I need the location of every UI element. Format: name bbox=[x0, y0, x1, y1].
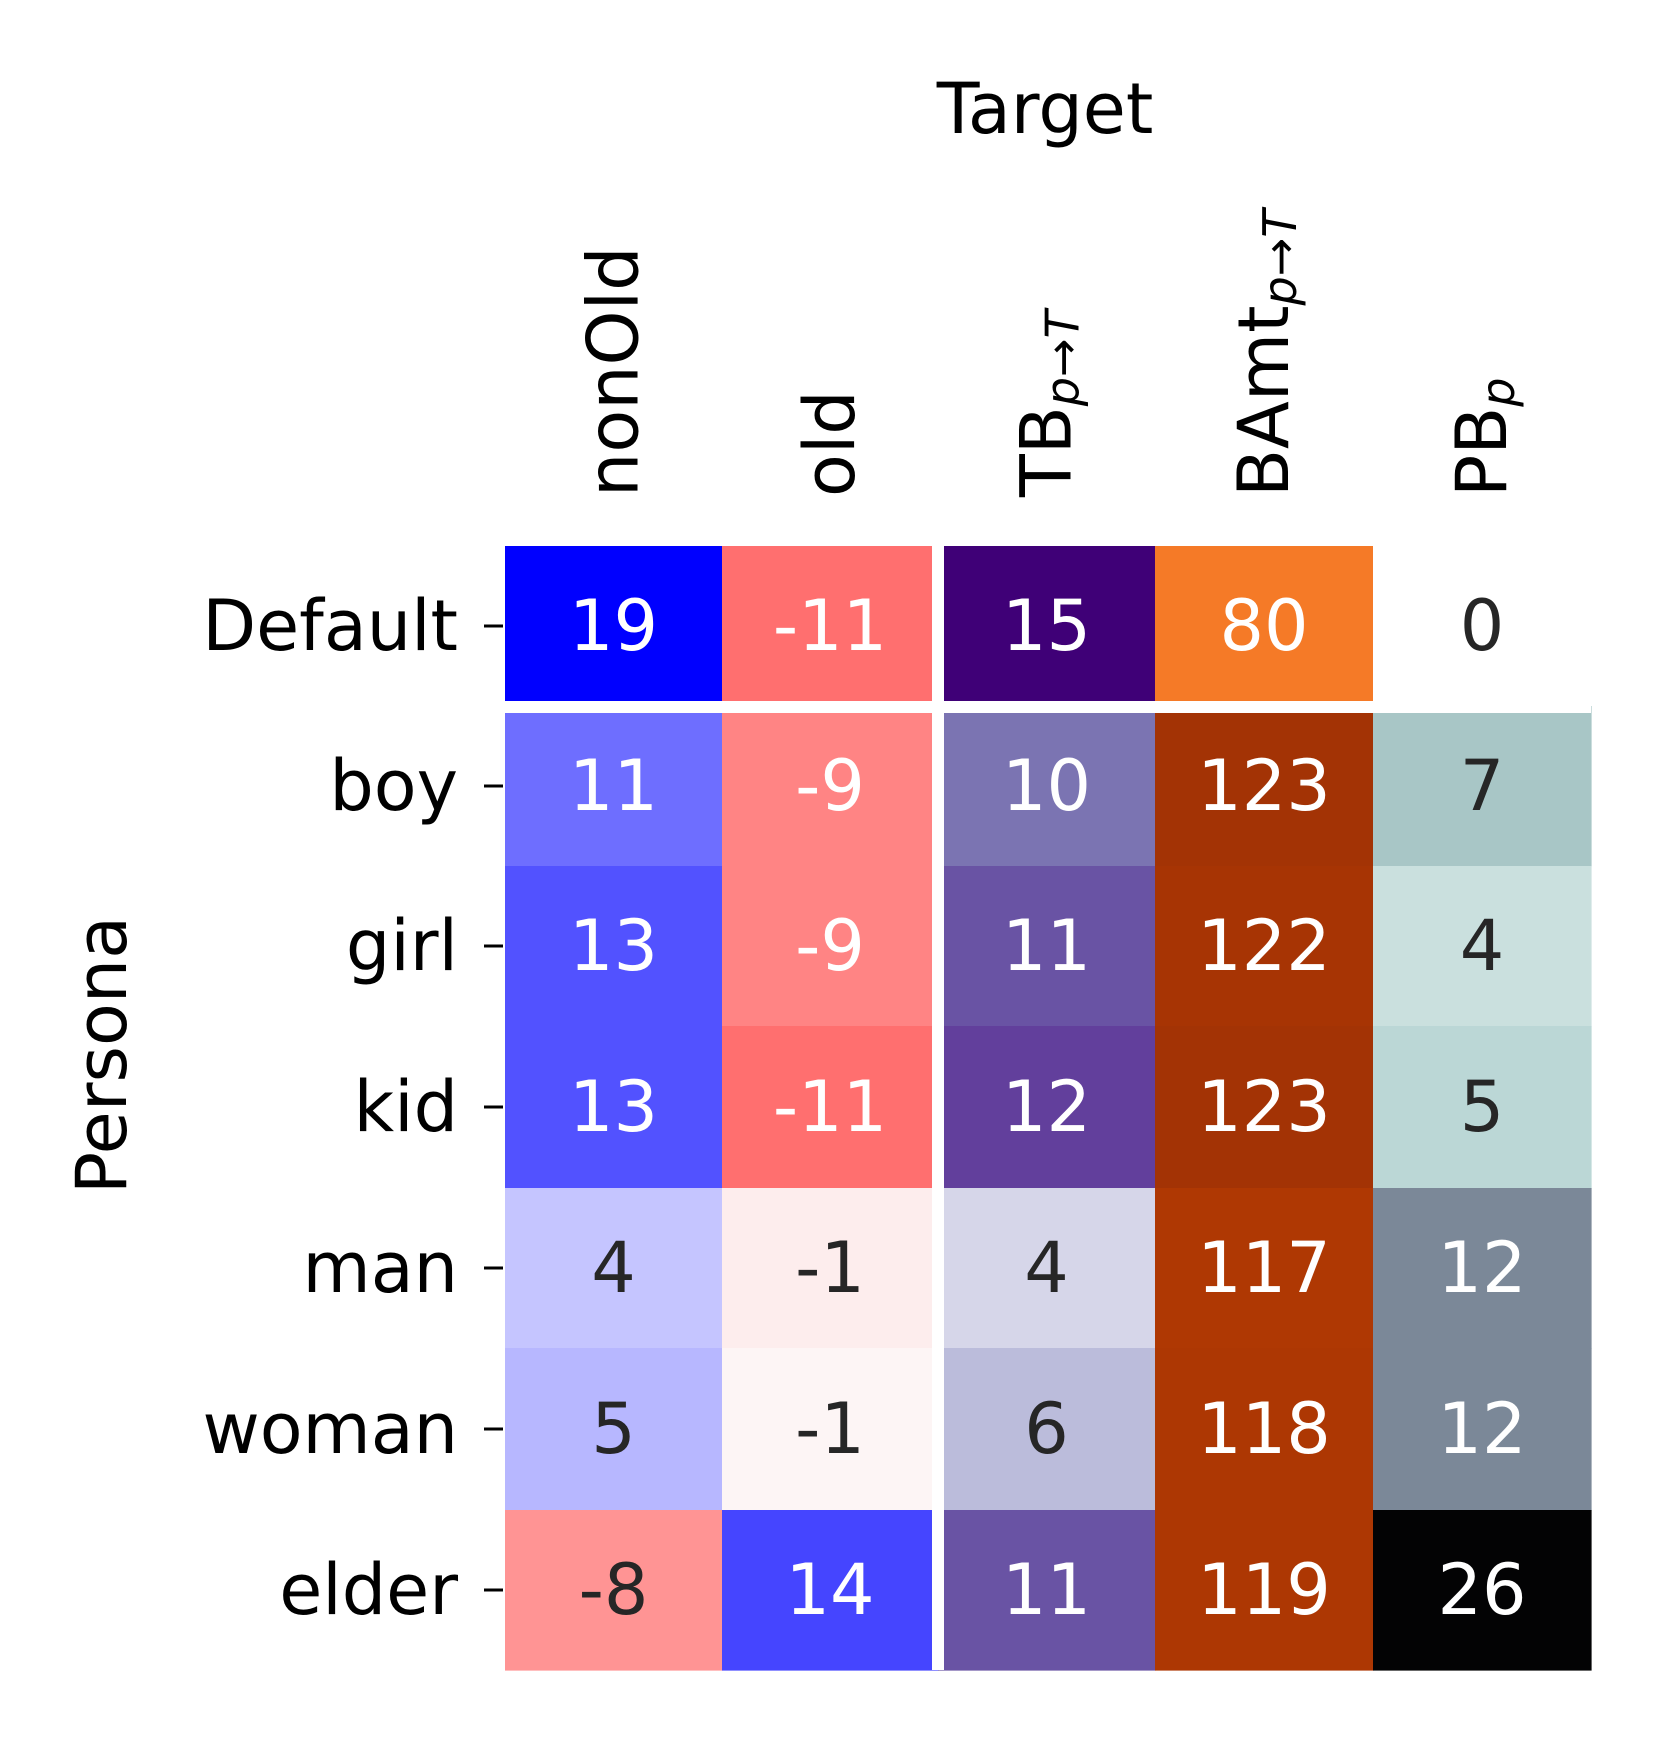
row-separator-tail bbox=[1373, 701, 1591, 713]
cell-value: 26 bbox=[1437, 1549, 1526, 1631]
cell-value: 19 bbox=[569, 585, 658, 667]
cell-value: 14 bbox=[785, 1549, 874, 1631]
cell-value: 11 bbox=[1002, 1549, 1091, 1631]
heatmap-cell bbox=[1155, 1510, 1374, 1671]
cell-value: 4 bbox=[1024, 1227, 1069, 1309]
heatmap-cell bbox=[938, 1188, 1156, 1349]
cell-value: 122 bbox=[1197, 905, 1331, 987]
cell-value: -8 bbox=[579, 1549, 649, 1631]
column-tick-label: BAmtp→T bbox=[1223, 206, 1307, 497]
heatmap-cell bbox=[505, 546, 723, 707]
cell-value: 5 bbox=[591, 1388, 636, 1470]
row-tick-label: woman bbox=[202, 1388, 458, 1470]
row-tick-label: girl bbox=[346, 905, 458, 987]
heatmap-cell bbox=[1373, 1348, 1592, 1511]
cell-value: -11 bbox=[773, 1066, 887, 1148]
heatmap-cell bbox=[938, 866, 1156, 1027]
heatmap-cell bbox=[722, 1348, 939, 1511]
row-tick-labels: Default boy girl kid man woman elder bbox=[202, 585, 503, 1631]
heatmap-cell bbox=[1373, 866, 1592, 1027]
heatmap-cell bbox=[938, 706, 1156, 867]
heatmap-cell bbox=[1155, 1348, 1374, 1511]
cell-value: 119 bbox=[1197, 1549, 1331, 1631]
row-tick-label: man bbox=[303, 1227, 458, 1309]
heatmap-cell bbox=[1373, 1510, 1592, 1671]
heatmap-cells bbox=[505, 546, 1592, 1671]
cell-value: 123 bbox=[1197, 1066, 1331, 1148]
cell-value: 5 bbox=[1460, 1066, 1505, 1148]
row-tick-label: Default bbox=[202, 585, 458, 667]
heatmap-cell bbox=[1155, 546, 1374, 707]
heatmap-cell bbox=[1373, 1026, 1592, 1189]
y-axis-label: Persona bbox=[61, 916, 143, 1194]
cell-value: 11 bbox=[569, 745, 658, 827]
heatmap-cell bbox=[505, 1026, 723, 1189]
heatmap-cell bbox=[722, 546, 939, 707]
cell-value: 118 bbox=[1197, 1388, 1331, 1470]
cell-value: 13 bbox=[569, 1066, 658, 1148]
cell-value: 7 bbox=[1460, 745, 1505, 827]
column-tick-label: PBp bbox=[1441, 378, 1525, 497]
heatmap-cell bbox=[1155, 1188, 1374, 1349]
heatmap-cell bbox=[722, 1510, 939, 1671]
heatmap-cell bbox=[722, 706, 939, 867]
column-tick-labels: nonOld old TBp→T BAmtp→T PBp bbox=[573, 206, 1526, 498]
chart-title: Target bbox=[936, 68, 1154, 150]
cell-value: 117 bbox=[1197, 1227, 1331, 1309]
cell-value: -11 bbox=[773, 585, 887, 667]
row-tick-label: kid bbox=[354, 1066, 458, 1148]
heatmap-cell bbox=[1373, 706, 1592, 867]
cell-value: 123 bbox=[1197, 745, 1331, 827]
row-tick-label: elder bbox=[279, 1549, 458, 1631]
cell-value: 0 bbox=[1460, 585, 1505, 667]
group-separators bbox=[505, 546, 1591, 1670]
column-tick-label: nonOld bbox=[573, 246, 655, 497]
cell-value: 12 bbox=[1437, 1227, 1526, 1309]
row-tick-label: boy bbox=[329, 745, 458, 827]
column-tick-label: TBp→T bbox=[1006, 306, 1090, 498]
cell-value: 15 bbox=[1002, 585, 1091, 667]
cell-value: 10 bbox=[1002, 745, 1091, 827]
cell-value: -9 bbox=[795, 905, 865, 987]
heatmap-cell bbox=[1155, 1026, 1374, 1189]
cell-value-labels: 19 -11 15 80 011 -9 10 123 713 -9 11 122 413 -11 12 123… bbox=[569, 585, 1527, 1631]
cell-value: -1 bbox=[795, 1227, 865, 1309]
heatmap-cell bbox=[1373, 546, 1592, 707]
heatmap-cell bbox=[1373, 1188, 1592, 1349]
cell-value: 12 bbox=[1002, 1066, 1091, 1148]
heatmap-cell bbox=[722, 1188, 939, 1349]
cell-value: 4 bbox=[591, 1227, 636, 1309]
cell-value: 12 bbox=[1437, 1388, 1526, 1470]
cell-value: 6 bbox=[1024, 1388, 1069, 1470]
cell-value: 11 bbox=[1002, 905, 1091, 987]
heatmap-cell bbox=[1155, 706, 1374, 867]
heatmap-cell bbox=[505, 1510, 723, 1671]
heatmap-cell bbox=[505, 1348, 723, 1511]
column-tick-label: old bbox=[789, 390, 871, 497]
heatmap-cell bbox=[938, 546, 1156, 707]
heatmap-cell bbox=[938, 1348, 1156, 1511]
cell-value: -1 bbox=[795, 1388, 865, 1470]
heatmap-cell bbox=[505, 866, 723, 1027]
row-separator bbox=[505, 701, 1591, 713]
cell-value: 13 bbox=[569, 905, 658, 987]
heatmap-cell bbox=[505, 706, 723, 867]
cell-value: 4 bbox=[1460, 905, 1505, 987]
cell-value: 80 bbox=[1219, 585, 1308, 667]
heatmap-cell bbox=[722, 866, 939, 1027]
heatmap-cell bbox=[938, 1510, 1156, 1671]
heatmap-cell bbox=[505, 1188, 723, 1349]
cell-value: -9 bbox=[795, 745, 865, 827]
heatmap-cell bbox=[1155, 866, 1374, 1027]
column-separator bbox=[932, 546, 944, 1670]
heatmap-cell bbox=[722, 1026, 939, 1189]
heatmap-cell bbox=[938, 1026, 1156, 1189]
